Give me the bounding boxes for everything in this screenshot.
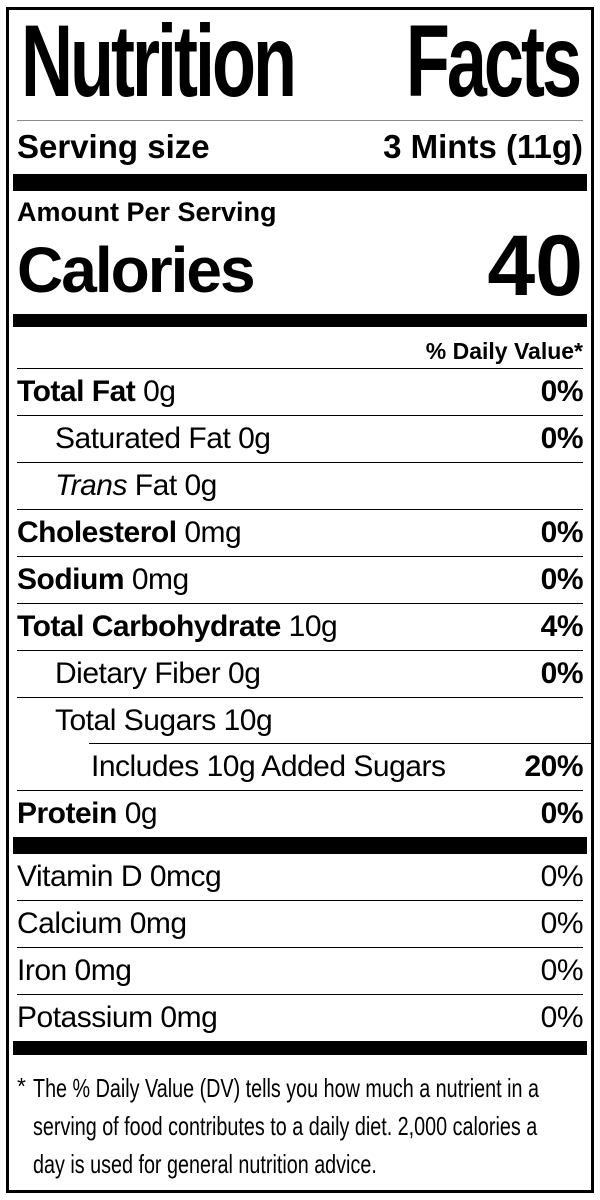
- separator-bar-bottom: [13, 1041, 587, 1055]
- nutrient-row: Iron 0mg 0%: [17, 948, 584, 995]
- nutrient-name-amount: Saturated Fat 0g: [55, 422, 271, 455]
- nutrient-row: Dietary Fiber 0g 0%: [17, 651, 584, 698]
- nutrient-daily-value: 0%: [540, 954, 584, 987]
- nutrient-name-amount: Total Fat 0g: [17, 375, 176, 408]
- title-divider: [17, 120, 583, 121]
- amount-per-serving-label: Amount Per Serving: [17, 197, 277, 227]
- serving-size-value: 3 Mints (11g): [383, 128, 583, 165]
- nutrient-name-amount: Dietary Fiber 0g: [55, 657, 261, 690]
- nutrient-row: Total Fat 0g 0%: [17, 369, 584, 416]
- separator-bar-medium: [13, 314, 587, 327]
- nutrient-name-amount: Calcium 0mg: [17, 907, 187, 940]
- separator-bar-thick: [13, 174, 587, 191]
- nutrient-name-amount: Total Sugars 10g: [55, 704, 273, 737]
- daily-value-header: % Daily Value*: [17, 327, 583, 369]
- nutrient-row: Total Carbohydrate 10g 4%: [17, 604, 584, 651]
- nutrient-daily-value: 20%: [524, 750, 583, 783]
- nutrient-row: Includes 10g Added Sugars 20%: [17, 743, 591, 791]
- nutrient-daily-value: 0%: [540, 657, 584, 690]
- calories-value: 40: [487, 218, 583, 314]
- nutrient-name-amount: Total Carbohydrate 10g: [17, 610, 338, 643]
- partial-rule: [89, 743, 591, 744]
- nutrient-name-amount: Potassium 0mg: [17, 1001, 218, 1034]
- nutrient-daily-value: 0%: [540, 1001, 584, 1034]
- nutrient-name-amount: Iron 0mg: [17, 954, 132, 987]
- nutrient-daily-value: 0%: [540, 860, 584, 893]
- nutrient-name-amount: Sodium 0mg: [17, 563, 189, 596]
- nutrient-name-amount: Cholesterol 0mg: [17, 516, 242, 549]
- footnote: * The % Daily Value (DV) tells you how m…: [17, 1055, 583, 1183]
- calories-row: Calories 40: [17, 218, 583, 314]
- serving-size-row: Serving size 3 Mints (11g): [17, 121, 583, 174]
- nutrient-row: Trans Fat 0g: [17, 463, 583, 510]
- nutrient-rows: Total Fat 0g 0% Saturated Fat 0g 0% Trans Fa…: [17, 369, 591, 837]
- label-title-word2: Facts: [405, 7, 582, 119]
- nutrient-row: Saturated Fat 0g 0%: [17, 416, 584, 463]
- nutrient-name-amount: Includes 10g Added Sugars: [91, 750, 446, 783]
- calories-section: Amount Per Serving Calories 40: [17, 191, 583, 314]
- nutrient-daily-value: 0%: [540, 797, 584, 830]
- serving-size-label: Serving size: [17, 128, 210, 165]
- nutrient-row: Total Sugars 10g: [17, 698, 583, 744]
- nutrient-name-amount: Trans Fat 0g: [55, 469, 217, 502]
- nutrient-daily-value: 0%: [540, 375, 584, 408]
- nutrition-facts-label: Nutrition Facts Serving size 3 Mints (11…: [6, 7, 594, 1193]
- nutrient-daily-value: 0%: [540, 516, 584, 549]
- label-title-block: Nutrition Facts: [17, 10, 583, 120]
- nutrient-row: Vitamin D 0mcg 0%: [17, 854, 584, 901]
- nutrient-daily-value: 0%: [540, 422, 584, 455]
- nutrient-row: Potassium 0mg 0%: [17, 995, 584, 1041]
- nutrient-row: Calcium 0mg 0%: [17, 901, 584, 948]
- footnote-asterisk: *: [17, 1073, 26, 1099]
- nutrient-name-amount: Protein 0g: [17, 797, 158, 830]
- calories-label: Calories: [17, 234, 256, 306]
- nutrient-row: Sodium 0mg 0%: [17, 557, 584, 604]
- nutrient-daily-value: 0%: [540, 907, 584, 940]
- nutrient-row: Cholesterol 0mg 0%: [17, 510, 584, 557]
- footnote-text: The % Daily Value (DV) tells you how muc…: [33, 1073, 539, 1179]
- micronutrient-rows: Vitamin D 0mcg 0% Calcium 0mg 0% Iron 0mg 0% P…: [17, 854, 584, 1041]
- label-title-word1: Nutrition: [21, 7, 297, 119]
- nutrient-daily-value: 0%: [540, 563, 584, 596]
- nutrient-row: Protein 0g 0%: [17, 791, 584, 837]
- nutrient-name-amount: Vitamin D 0mcg: [17, 860, 222, 893]
- label-title: Nutrition Facts: [21, 7, 582, 119]
- nutrient-daily-value: 4%: [540, 610, 584, 643]
- separator-bar-thick2: [13, 837, 587, 854]
